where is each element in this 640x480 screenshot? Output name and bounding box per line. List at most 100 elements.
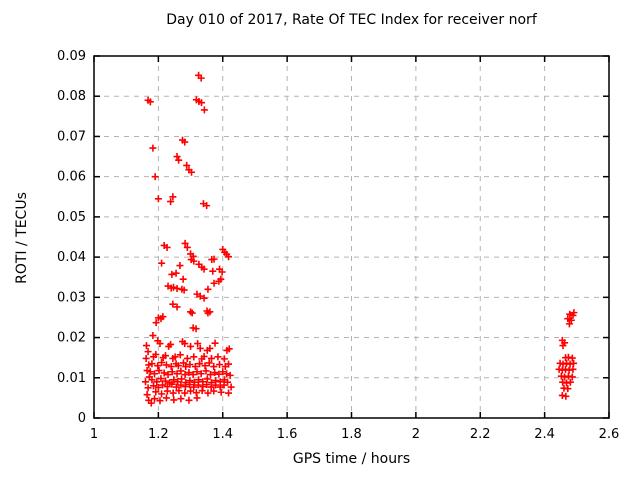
data-point-marker — [191, 363, 199, 371]
data-point-marker — [148, 376, 156, 384]
data-point-marker — [151, 173, 159, 181]
data-point-marker — [200, 265, 208, 273]
data-point-marker — [143, 367, 151, 375]
data-point-marker — [158, 259, 166, 267]
data-point-marker — [146, 368, 154, 376]
data-point-marker — [168, 368, 176, 376]
data-point-marker — [149, 332, 157, 340]
data-point-marker — [183, 161, 191, 169]
data-point-marker — [167, 198, 175, 206]
data-point-marker — [564, 385, 572, 393]
data-point-marker — [175, 387, 183, 395]
data-point-marker — [210, 279, 218, 287]
y-tick-label: 0.02 — [57, 331, 86, 346]
data-point-marker — [155, 367, 163, 375]
data-point-marker — [149, 144, 157, 152]
data-point-marker — [181, 371, 189, 379]
data-point-marker — [569, 365, 577, 373]
data-point-marker — [190, 353, 198, 361]
data-point-marker — [177, 381, 185, 389]
chart-title: Day 010 of 2017, Rate Of TEC Index for r… — [166, 12, 537, 28]
data-point-marker — [142, 354, 150, 362]
x-tick-label: 1.4 — [212, 427, 233, 442]
data-point-marker — [201, 362, 209, 370]
data-point-marker — [219, 368, 227, 376]
data-point-marker — [203, 381, 211, 389]
data-point-marker — [568, 373, 576, 381]
data-point-marker — [145, 361, 153, 369]
data-point-marker — [163, 243, 171, 251]
data-point-marker — [178, 375, 186, 383]
data-point-marker — [564, 353, 572, 361]
data-point-marker — [161, 377, 169, 385]
data-point-marker — [558, 391, 566, 399]
data-point-marker — [206, 344, 214, 352]
data-point-marker — [147, 399, 155, 407]
data-point-marker — [202, 367, 210, 375]
data-point-marker — [225, 253, 233, 261]
data-point-marker — [176, 262, 184, 270]
data-point-marker — [183, 354, 191, 362]
x-tick-label: 1 — [90, 427, 98, 442]
data-point-marker — [144, 384, 152, 392]
x-axis-title: GPS time / hours — [292, 451, 411, 467]
data-point-marker — [142, 378, 149, 386]
y-axis-title: ROTI / TECUs — [14, 192, 30, 284]
y-tick-label: 0.03 — [57, 290, 86, 305]
data-point-marker — [570, 359, 578, 367]
x-tick-label: 2.4 — [534, 427, 555, 442]
data-point-marker — [168, 270, 176, 278]
data-point-marker — [187, 308, 195, 316]
data-point-marker — [197, 74, 205, 82]
data-point-marker — [152, 388, 160, 396]
data-point-marker — [146, 98, 154, 106]
data-point-marker — [154, 383, 162, 391]
data-point-marker — [559, 378, 567, 386]
data-point-marker — [180, 286, 188, 294]
data-point-marker — [152, 319, 160, 327]
data-point-marker — [172, 383, 180, 391]
data-point-marker — [182, 363, 190, 371]
data-point-marker — [203, 202, 211, 210]
data-point-marker — [200, 106, 208, 114]
data-point-marker — [205, 359, 213, 367]
data-point-marker — [565, 366, 573, 374]
data-point-marker — [154, 362, 162, 370]
y-tick-label: 0.08 — [57, 89, 86, 104]
data-point-marker — [168, 380, 176, 388]
data-point-marker — [154, 195, 162, 203]
data-point-marker — [193, 394, 201, 402]
data-point-marker — [167, 340, 175, 348]
data-point-marker — [567, 316, 575, 324]
data-point-marker — [207, 383, 215, 391]
data-point-marker — [562, 365, 570, 373]
data-point-marker — [566, 360, 574, 368]
data-point-marker — [179, 359, 187, 367]
data-point-marker — [193, 368, 201, 376]
data-point-marker — [169, 193, 177, 201]
x-tick-label: 1.6 — [277, 427, 298, 442]
data-point-marker — [185, 396, 193, 404]
data-point-marker — [169, 300, 177, 308]
data-point-marker — [227, 383, 235, 391]
data-point-marker — [197, 370, 205, 378]
data-point-marker — [194, 381, 202, 389]
data-point-marker — [156, 340, 164, 348]
data-point-marker — [566, 310, 574, 318]
data-point-marker — [167, 363, 175, 371]
data-point-marker — [200, 352, 208, 360]
data-point-marker — [181, 239, 189, 247]
data-point-marker — [181, 389, 189, 397]
data-point-marker — [187, 387, 195, 395]
data-point-marker — [559, 342, 567, 350]
data-point-marker — [215, 370, 223, 378]
data-point-marker — [196, 344, 204, 352]
data-point-marker — [173, 153, 181, 161]
data-point-marker — [211, 369, 219, 377]
data-point-marker — [190, 257, 198, 265]
data-point-marker — [200, 294, 208, 302]
data-point-marker — [171, 353, 179, 361]
data-point-marker — [172, 269, 180, 277]
data-point-marker — [194, 340, 202, 348]
